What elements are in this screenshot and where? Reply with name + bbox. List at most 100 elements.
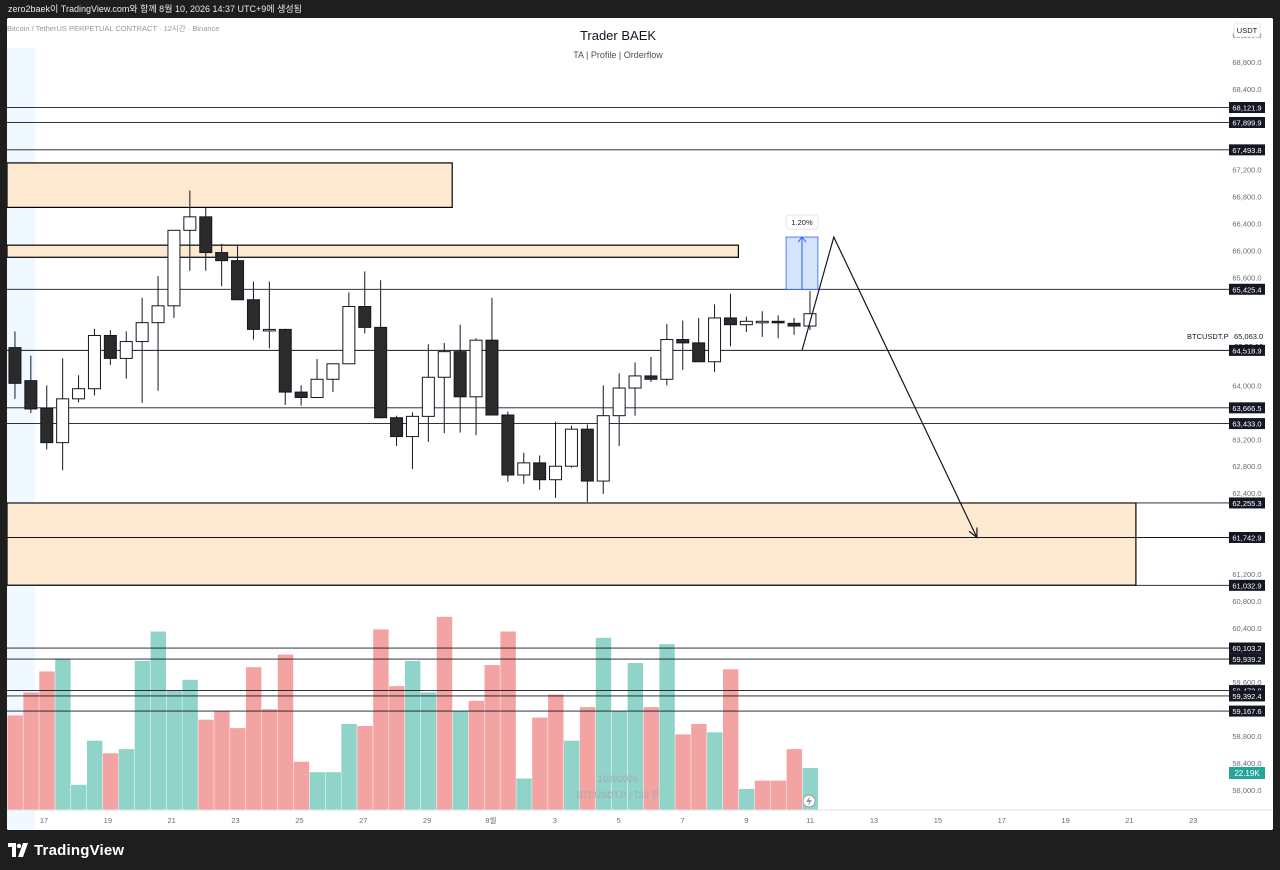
candle-down (199, 206, 213, 271)
candle-down (771, 315, 785, 339)
volume-value-label: 22.19K (1234, 769, 1260, 778)
candle-down (723, 293, 737, 347)
countdown-label: 06:22:18 (1234, 342, 1263, 351)
level-price-badge (1229, 497, 1265, 509)
x-tick-label: 11 (806, 816, 814, 825)
candle-down (453, 324, 467, 433)
x-tick-label: 23 (231, 816, 239, 825)
volume-bar (39, 671, 55, 810)
volume-bar (55, 658, 71, 810)
tradingview-logo-icon (8, 843, 28, 857)
level-price-badge (1229, 705, 1265, 717)
chart-canvas[interactable]: 68,121.9 67,899.9 67,493.8 65,425.4 64,518.9… (7, 18, 1273, 830)
x-tick-label: 19 (1061, 816, 1069, 825)
candle-body (549, 465, 563, 481)
x-tick-label: 21 (1125, 816, 1133, 825)
candle-body (421, 376, 435, 417)
candle-body (310, 378, 324, 398)
level-lines-layer: 68,121.9 67,899.9 67,493.8 65,425.4 64,518.9… (7, 102, 1265, 717)
candle-body (644, 375, 658, 380)
candle-body (151, 305, 165, 324)
volume-bar (723, 669, 739, 810)
candle-body (692, 342, 706, 363)
candle-body (437, 351, 451, 378)
replay-icon[interactable] (802, 794, 816, 808)
candle-body (469, 339, 483, 398)
candle-body (358, 305, 372, 328)
candle-down (103, 330, 117, 366)
volume-bar (182, 679, 198, 810)
level-price-label: 59,392.4 (1232, 692, 1261, 701)
level-price-label: 65,425.4 (1232, 285, 1261, 294)
candle-up (628, 362, 642, 416)
candle-up (326, 363, 340, 393)
candle-body (167, 229, 181, 307)
candle-up (151, 276, 165, 391)
candle-body (660, 339, 674, 380)
candle-body (72, 388, 86, 400)
x-tick-label: 13 (870, 816, 878, 825)
volume-bar (293, 761, 310, 810)
volume-bar (754, 780, 771, 810)
candle-body (215, 252, 229, 262)
candle-body (246, 299, 260, 330)
volume-bar (102, 753, 119, 810)
export-caption: zero2baek이 TradingView.com와 함께 8월 10, 20… (8, 4, 302, 14)
candle-body (231, 260, 245, 301)
candle-down (358, 271, 372, 334)
candle-body (87, 334, 101, 390)
candle-up (135, 297, 149, 403)
candle-body (405, 415, 419, 438)
volume-bar (134, 660, 151, 810)
volume-bar (373, 629, 389, 810)
y-tick-label: 66,400.0 (1232, 220, 1261, 229)
y-tick-label: 67,200.0 (1232, 166, 1261, 175)
candle-up (549, 421, 563, 498)
level-price-label: 61,742.9 (1232, 533, 1261, 542)
volume-bar (452, 711, 469, 810)
level-price-label: 68,121.9 (1232, 104, 1261, 113)
price-zone-1 (7, 162, 453, 209)
x-tick-label: 19 (104, 816, 112, 825)
level-price-label: 61,032.9 (1232, 581, 1261, 590)
candle-body (103, 334, 117, 359)
y-tick-label: 66,000.0 (1232, 247, 1261, 256)
y-tick-label: 60,400.0 (1232, 624, 1261, 633)
x-tick-label: 5 (617, 816, 621, 825)
candle-down (40, 385, 54, 450)
candle-down (246, 281, 260, 340)
tradingview-logo[interactable]: TradingView (8, 840, 124, 860)
currency-button[interactable] (1233, 22, 1261, 38)
level-price-label: 60,103.2 (1232, 644, 1261, 653)
candle-body (533, 462, 547, 481)
target-label: 1.20% (791, 218, 813, 227)
volume-bar (277, 654, 294, 810)
candle-body (628, 375, 642, 389)
target-measure-arrowhead (797, 236, 807, 243)
y-tick-label: 61,200.0 (1232, 570, 1261, 579)
volume-bar (118, 749, 135, 810)
candle-up (469, 338, 483, 436)
x-tick-label: 7 (680, 816, 684, 825)
volume-layer (7, 616, 818, 810)
candle-up (405, 412, 419, 469)
candle-body (262, 328, 276, 332)
level-price-label: 67,493.8 (1232, 146, 1261, 155)
candle-up (421, 344, 435, 442)
candle-body (580, 428, 594, 482)
footer-bar: TradingView (0, 830, 1280, 870)
volume-bar (579, 707, 596, 810)
x-tick-label: 29 (423, 816, 431, 825)
x-axis[interactable]: 17 19 21 23 25 27 29 8월 3 5 7 9 11 13 15 17 19 21 23 (7, 809, 1273, 825)
candle-body (278, 328, 292, 393)
level-price-badge (1229, 102, 1265, 114)
chart-frame[interactable]: 68,121.9 67,899.9 67,493.8 65,425.4 64,518.9… (7, 18, 1273, 830)
volume-bar (261, 709, 278, 810)
candle-body (771, 320, 785, 324)
y-tick-label: 58,800.0 (1232, 732, 1261, 741)
volume-bar (214, 711, 230, 810)
volume-bar (548, 694, 564, 810)
x-tick-label: 25 (295, 816, 303, 825)
volume-bar (707, 732, 723, 810)
candles-layer (8, 190, 817, 502)
